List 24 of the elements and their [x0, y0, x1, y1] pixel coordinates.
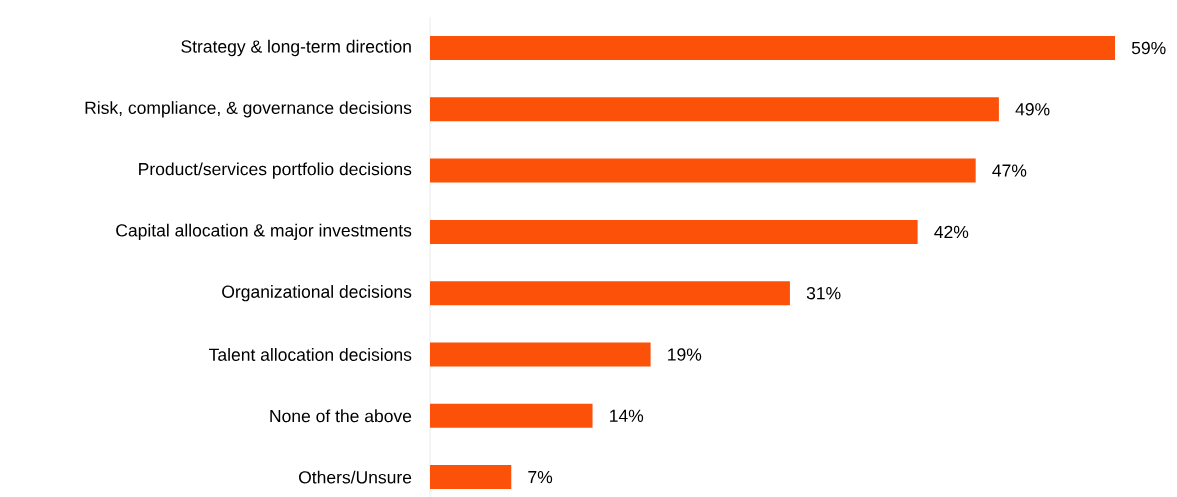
- y-tick-label: Organizational decisions: [222, 285, 412, 302]
- y-tick-label: None of the above: [270, 409, 412, 423]
- bar: [430, 403, 593, 428]
- y-tick-label: Talent allocation decisions: [209, 348, 412, 361]
- bar: [430, 281, 790, 306]
- bar: [430, 342, 651, 367]
- data-label: 42%: [934, 225, 969, 239]
- y-tick-label: Others/Unsure: [299, 470, 412, 484]
- bar: [430, 465, 512, 490]
- bar: [430, 97, 999, 122]
- data-label: 59%: [1131, 41, 1166, 55]
- bar: [430, 158, 976, 183]
- data-label: 7%: [528, 470, 553, 484]
- bar: [430, 36, 1115, 60]
- y-tick-label: Product/services portfolio decisions: [139, 162, 412, 179]
- y-tick-label: Capital allocation & major investments: [116, 223, 412, 241]
- data-label: 49%: [1015, 103, 1050, 116]
- bar: [430, 219, 918, 244]
- data-label: 19%: [668, 348, 702, 361]
- data-label: 47%: [992, 164, 1027, 177]
- y-tick-label: Risk, compliance, & governance decisions: [85, 101, 412, 118]
- data-label: 31%: [806, 287, 841, 300]
- y-tick-label: Strategy & long-term direction: [181, 39, 411, 57]
- data-label: 14%: [610, 409, 644, 422]
